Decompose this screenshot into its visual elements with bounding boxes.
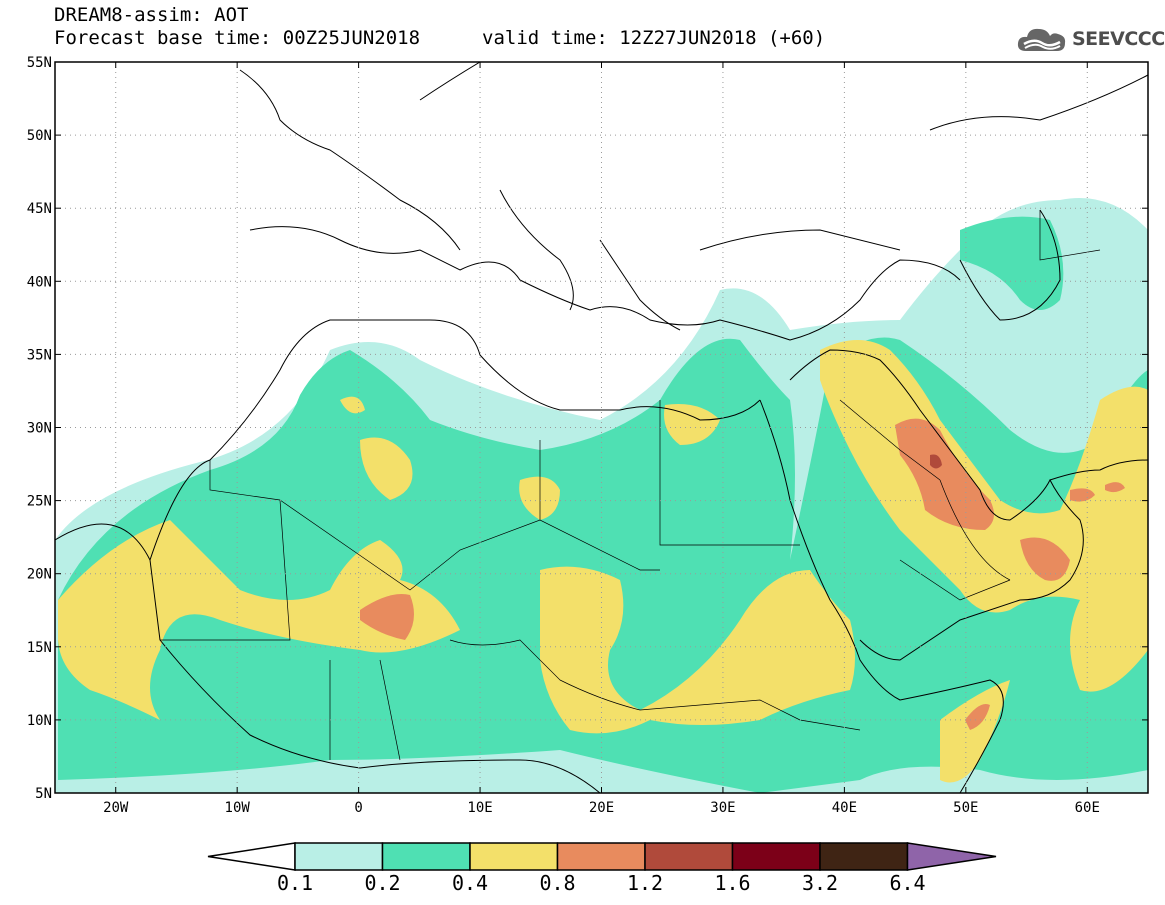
- lon-tick-label: 10E: [467, 800, 492, 816]
- lat-tick-label: 10N: [27, 713, 52, 729]
- aot-zone-yellow-central: [540, 566, 855, 734]
- legend-label: 0.4: [452, 871, 488, 895]
- aot-field: [55, 62, 1148, 793]
- lat-tick-label: 40N: [27, 274, 52, 290]
- legend-swatch: [469, 842, 559, 871]
- aot-zone-yellow-horn: [940, 680, 1010, 783]
- logo-text: SEEVCCC: [1072, 28, 1165, 50]
- lat-tick-label: 25N: [27, 494, 52, 510]
- legend-swatch: [294, 842, 384, 871]
- cloud-logo-icon: [1017, 28, 1066, 51]
- lon-tick-label: 20E: [589, 800, 614, 816]
- seevccc-logo: SEEVCCC: [1016, 24, 1165, 54]
- aot-zone-yellow-west: [58, 520, 460, 720]
- lat-tick-label: 30N: [27, 421, 52, 437]
- aot-zone-green-caspian: [960, 216, 1064, 310]
- title-model-product: DREAM8-assim: AOT: [54, 4, 249, 26]
- lon-tick-label: 30E: [710, 800, 735, 816]
- lat-tick-label: 15N: [27, 640, 52, 656]
- axis-ticks: 20W 10W 0 10E 20E 30E 40E 50E 60E 55N 50N 45N 40N 35N…: [27, 55, 1148, 816]
- lat-tick-label: 45N: [27, 201, 52, 217]
- lat-tick-label: 20N: [27, 567, 52, 583]
- aot-zone-red-iraq: [930, 454, 942, 469]
- lat-tick-label: 35N: [27, 347, 52, 363]
- lon-tick-label: 20W: [103, 800, 129, 816]
- coastlines: [55, 62, 1148, 793]
- aot-zone-orange-somalia: [965, 704, 990, 730]
- lon-tick-label: 10W: [225, 800, 251, 816]
- forecast-base-time: Forecast base time: 00Z25JUN2018: [54, 27, 421, 49]
- legend-label: 0.8: [539, 871, 575, 895]
- gridlines: [55, 62, 1148, 793]
- legend-swatch: [819, 842, 909, 871]
- valid-time: valid time: 12Z27JUN2018 (+60): [482, 27, 826, 49]
- country-borders: [160, 210, 1101, 761]
- lon-tick-label: 40E: [832, 800, 857, 816]
- lon-tick-label: 0: [354, 800, 362, 816]
- legend-swatch: [644, 842, 734, 871]
- legend-label: 1.6: [714, 871, 750, 895]
- lat-tick-label: 50N: [27, 128, 52, 144]
- legend-swatch: [731, 842, 821, 871]
- lon-tick-label: 60E: [1075, 800, 1100, 816]
- legend-label: 3.2: [802, 871, 838, 895]
- lat-tick-label: 5N: [35, 786, 52, 802]
- aot-zone-orange-gulf: [895, 418, 994, 530]
- legend-arrow-high: [906, 842, 997, 871]
- legend-label: 6.4: [889, 871, 925, 895]
- aot-zone-orange-oman: [1020, 482, 1125, 581]
- aot-zone-yellow-sahara: [340, 396, 720, 520]
- legend-label: 0.1: [277, 871, 313, 895]
- legend-swatch: [381, 842, 471, 871]
- lon-tick-label: 50E: [953, 800, 978, 816]
- legend-arrow-low: [207, 842, 296, 871]
- aot-zone-orange-sahel: [360, 594, 414, 640]
- legend-swatch: [556, 842, 646, 871]
- legend-label: 1.2: [627, 871, 663, 895]
- legend-label: 0.2: [364, 871, 400, 895]
- lat-tick-label: 55N: [27, 55, 52, 71]
